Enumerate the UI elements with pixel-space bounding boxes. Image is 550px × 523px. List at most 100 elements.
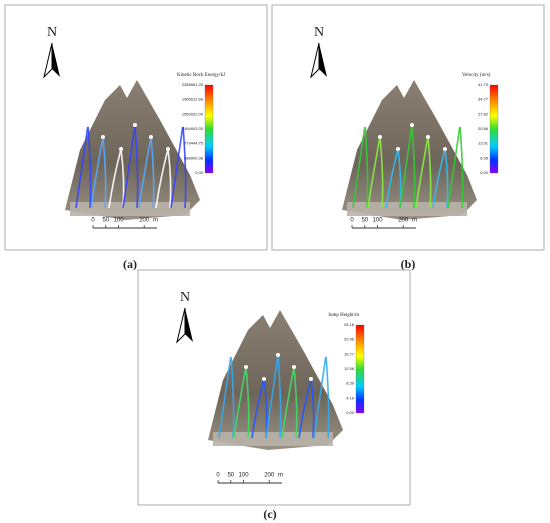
scale-label: 50 [361, 218, 368, 224]
rock-source [324, 353, 328, 357]
trajectory [352, 124, 369, 209]
rock-source [101, 135, 105, 139]
terrain [208, 310, 343, 450]
scale-label: 0 [91, 218, 95, 224]
rock-source [262, 377, 266, 381]
legend-tick-label: 0.00 [195, 170, 204, 175]
scale-label: 200 [139, 218, 150, 224]
trajectory [170, 124, 187, 209]
trajectory [233, 366, 250, 439]
rock-source [119, 147, 123, 151]
legend-tick-label: 13.91 [478, 141, 489, 146]
terrain-base [213, 432, 333, 446]
trajectory [313, 354, 330, 439]
trajectory [432, 148, 449, 209]
colorbar [489, 84, 499, 174]
trajectory [265, 354, 282, 439]
legend-tick-label: 12.58 [344, 366, 355, 371]
rock-source [410, 123, 414, 127]
legend-tick-label: 2358961.25 [182, 82, 204, 87]
legend-tick-label: 0.00 [480, 170, 489, 175]
scale-label: 200 [264, 473, 275, 479]
trajectory [298, 378, 315, 439]
legend-title: Jump Height/m [328, 313, 359, 318]
panel-label: (c) [263, 507, 276, 521]
trajectory [90, 136, 107, 209]
legend-tick-label: 20.96 [344, 337, 355, 342]
legend-tick-label: 41.70 [478, 82, 489, 87]
terrain-base [70, 202, 190, 216]
trajectory [138, 136, 155, 209]
rock-source [292, 365, 296, 369]
panel: N Jump Height/m 25.16 20.96 16.77 12.58 8.39 4.… [137, 269, 411, 506]
rock-source [458, 123, 462, 127]
rock-source [181, 123, 185, 127]
terrain [65, 80, 200, 220]
legend-title: Kinetic Rock Energy/kJ [177, 73, 225, 78]
scale-unit: m [412, 218, 417, 224]
rock-source [149, 135, 153, 139]
rock-source [229, 353, 233, 357]
rock-source [426, 135, 430, 139]
legend-tick-label: 1966512.66 [182, 97, 204, 102]
trajectory [367, 136, 384, 209]
scale-label: 200 [398, 218, 409, 224]
legend-tick-label: 1550922.00 [182, 111, 204, 116]
rock-source [244, 365, 248, 369]
rock-source [396, 147, 400, 151]
legend-tick-label: 4.19 [346, 395, 355, 400]
panel-label: (a) [123, 257, 137, 271]
legend-tick-label: 1164903.33 [182, 126, 204, 131]
scale-label: 0 [350, 218, 354, 224]
legend-tick-label: 34.77 [478, 97, 489, 102]
north-arrow [52, 43, 60, 77]
scale-label: 100 [373, 218, 384, 224]
legend-tick-label: 27.82 [478, 111, 489, 116]
trajectory [399, 124, 416, 209]
scale-label: 0 [216, 473, 220, 479]
legend-tick-label: 16.77 [344, 351, 355, 356]
legend-tick-label: 388900.38 [184, 155, 204, 160]
legend-tick-label: 0.00 [346, 410, 355, 415]
rock-source [276, 353, 280, 357]
rock-source [443, 147, 447, 151]
trajectory [122, 124, 139, 209]
legend-title: Velocity (m/s) [462, 73, 491, 78]
scale-label: 100 [239, 473, 250, 479]
trajectory [447, 124, 464, 209]
terrain-base [347, 202, 467, 216]
legend-tick-label: 779444.75 [184, 141, 204, 146]
panel: N Kinetic Rock Energy/kJ 2358961.25 1966512… [4, 4, 268, 251]
scale-label: 50 [227, 473, 234, 479]
colorbar [204, 84, 214, 174]
terrain [342, 80, 477, 220]
trajectory [75, 124, 92, 209]
north-arrow [185, 308, 193, 342]
trajectory [281, 366, 298, 439]
scale-unit: m [153, 218, 158, 224]
rock-source [363, 123, 367, 127]
rock-source [378, 135, 382, 139]
colorbar [355, 324, 365, 414]
scale-label: 100 [114, 218, 125, 224]
scale-label: 50 [102, 218, 109, 224]
north-label: N [180, 290, 190, 305]
panel: N Velocity (m/s) 41.70 34.77 27.82 20.86 13.91… [271, 4, 545, 251]
legend-tick-label: 25.16 [344, 322, 355, 327]
rock-source [133, 123, 137, 127]
trajectory [218, 354, 235, 439]
legend-tick-label: 6.95 [480, 155, 489, 160]
scale-unit: m [278, 473, 283, 479]
rock-source [309, 377, 313, 381]
rock-source [86, 123, 90, 127]
trajectory [415, 136, 432, 209]
trajectory [155, 148, 172, 209]
rock-source [166, 147, 170, 151]
north-arrow [319, 43, 327, 77]
legend-tick-label: 8.39 [346, 381, 355, 386]
north-label: N [47, 25, 57, 40]
legend-tick-label: 20.86 [478, 126, 489, 131]
north-label: N [314, 25, 324, 40]
panel-label: (b) [401, 257, 416, 271]
